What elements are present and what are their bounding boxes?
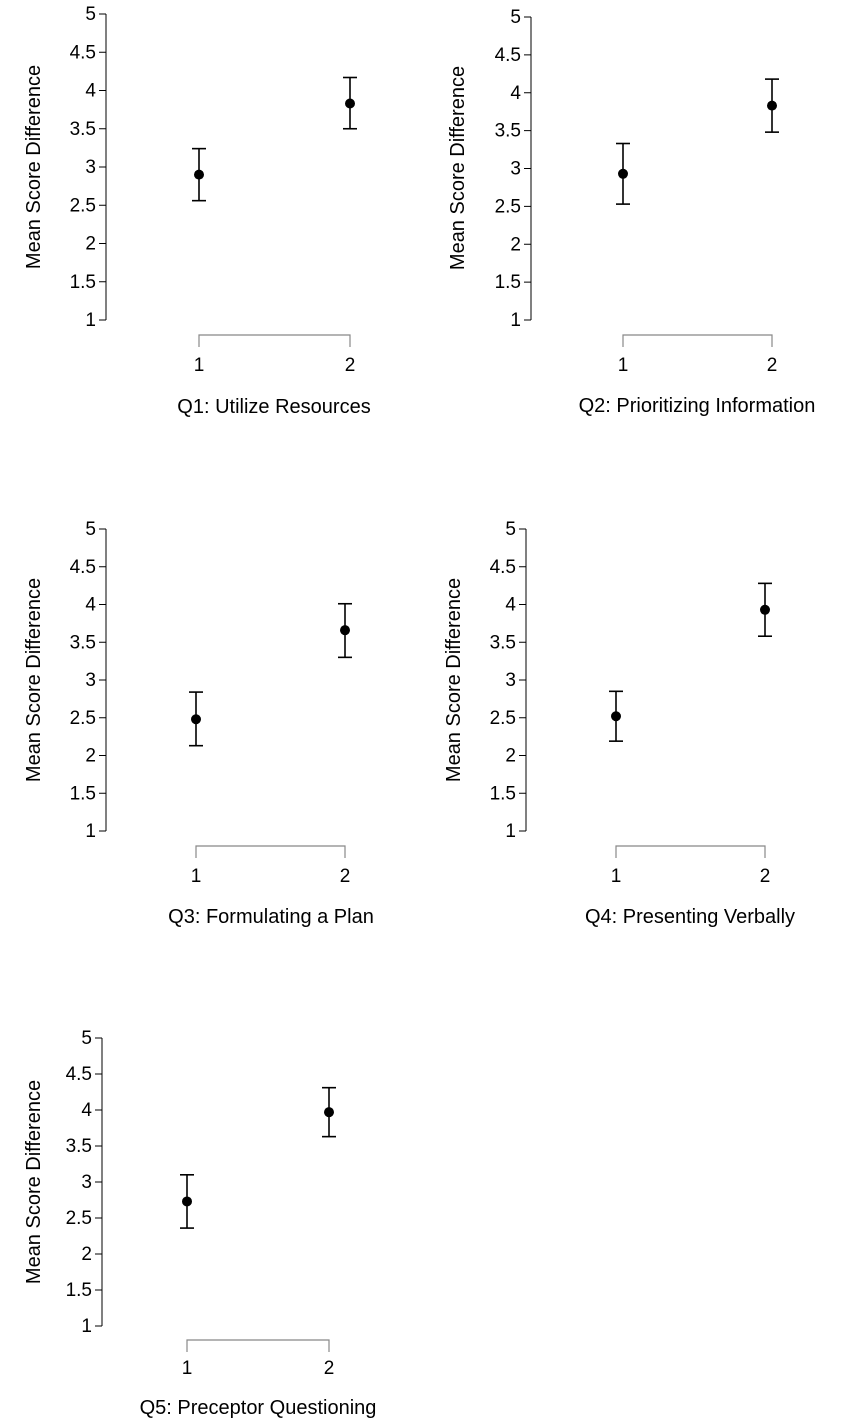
y-tick-label: 2.5 bbox=[495, 196, 521, 217]
y-tick-label: 4.5 bbox=[70, 557, 96, 578]
y-tick-label: 1 bbox=[81, 1316, 92, 1337]
data-point bbox=[340, 625, 350, 636]
y-tick-label: 1 bbox=[505, 821, 516, 842]
data-point bbox=[767, 100, 777, 111]
data-point bbox=[345, 98, 355, 109]
y-tick-label: 2 bbox=[85, 234, 96, 255]
data-point bbox=[182, 1196, 192, 1207]
y-tick-label: 1.5 bbox=[66, 1280, 92, 1301]
y-tick-label: 2.5 bbox=[490, 708, 516, 729]
y-tick-label: 2.5 bbox=[66, 1208, 92, 1229]
y-tick-label: 4.5 bbox=[70, 42, 96, 63]
chart-panel-1: 1 1.5 2 2.5 3 3.5 4 4.5 5 Mean Score Difference 1 2… bbox=[23, 4, 371, 418]
data-point bbox=[191, 714, 201, 725]
y-tick-label: 4 bbox=[510, 83, 521, 104]
x-axis-bracket bbox=[622, 334, 773, 347]
y-axis-title: Mean Score Difference bbox=[23, 65, 45, 269]
y-tick-label: 3.5 bbox=[495, 121, 521, 142]
y-tick-label: 4.5 bbox=[495, 45, 521, 66]
chart-panel-4: 1 1.5 2 2.5 3 3.5 4 4.5 5 Mean Score Difference 1 2… bbox=[443, 519, 795, 928]
data-point bbox=[618, 168, 628, 179]
data-point bbox=[324, 1107, 334, 1118]
y-tick-label: 2 bbox=[81, 1244, 92, 1265]
y-tick-label: 1 bbox=[510, 310, 521, 331]
y-axis-title: Mean Score Difference bbox=[23, 1080, 45, 1284]
x-tick-label: 2 bbox=[767, 355, 778, 376]
y-tick-label: 1 bbox=[85, 821, 96, 842]
chart-panel-5: 1 1.5 2 2.5 3 3.5 4 4.5 5 Mean Score Difference 1 2… bbox=[23, 1028, 376, 1419]
data-point bbox=[760, 604, 770, 615]
y-axis-title: Mean Score Difference bbox=[447, 66, 469, 270]
y-tick-label: 5 bbox=[510, 7, 521, 28]
data-point bbox=[194, 169, 204, 180]
x-axis-title: Q4: Presenting Verbally bbox=[585, 906, 795, 928]
y-tick-label: 4 bbox=[85, 81, 96, 102]
y-tick-label: 3 bbox=[85, 157, 96, 178]
y-tick-label: 1 bbox=[85, 310, 96, 331]
y-tick-label: 5 bbox=[81, 1028, 92, 1049]
y-tick-label: 4 bbox=[81, 1100, 92, 1121]
x-axis-bracket bbox=[195, 845, 346, 858]
y-tick-label: 4 bbox=[85, 595, 96, 616]
y-tick-label: 3.5 bbox=[70, 119, 96, 140]
data-point bbox=[611, 711, 621, 722]
x-tick-label: 1 bbox=[194, 355, 205, 376]
y-tick-label: 5 bbox=[85, 519, 96, 540]
y-axis-title: Mean Score Difference bbox=[23, 578, 45, 782]
y-tick-label: 5 bbox=[505, 519, 516, 540]
x-tick-label: 1 bbox=[618, 355, 629, 376]
y-tick-label: 3.5 bbox=[490, 632, 516, 653]
x-axis-bracket bbox=[198, 334, 351, 347]
y-tick-label: 3 bbox=[85, 670, 96, 691]
y-tick-label: 3 bbox=[505, 670, 516, 691]
x-axis-bracket bbox=[186, 1339, 330, 1352]
x-axis-title: Q5: Preceptor Questioning bbox=[140, 1397, 377, 1419]
y-axis-title: Mean Score Difference bbox=[443, 578, 465, 782]
y-tick-label: 2.5 bbox=[70, 708, 96, 729]
y-tick-label: 4 bbox=[505, 595, 516, 616]
y-tick-label: 4.5 bbox=[490, 557, 516, 578]
y-tick-label: 5 bbox=[85, 4, 96, 25]
y-tick-label: 3 bbox=[510, 159, 521, 180]
x-tick-label: 1 bbox=[611, 866, 622, 887]
chart-panel-3: 1 1.5 2 2.5 3 3.5 4 4.5 5 Mean Score Difference 1 2… bbox=[23, 519, 374, 928]
x-axis-bracket bbox=[615, 845, 766, 858]
y-tick-label: 4.5 bbox=[66, 1064, 92, 1085]
y-tick-label: 2 bbox=[85, 746, 96, 767]
x-tick-label: 1 bbox=[191, 866, 202, 887]
y-tick-label: 2.5 bbox=[70, 195, 96, 216]
y-tick-label: 1.5 bbox=[70, 783, 96, 804]
x-tick-label: 2 bbox=[760, 866, 771, 887]
y-tick-label: 1.5 bbox=[70, 272, 96, 293]
y-tick-label: 1.5 bbox=[495, 272, 521, 293]
y-tick-label: 2 bbox=[510, 234, 521, 255]
x-axis-title: Q1: Utilize Resources bbox=[177, 396, 370, 418]
y-tick-label: 3.5 bbox=[70, 632, 96, 653]
x-tick-label: 2 bbox=[345, 355, 356, 376]
y-tick-label: 3.5 bbox=[66, 1136, 92, 1157]
y-tick-label: 3 bbox=[81, 1172, 92, 1193]
x-axis-title: Q3: Formulating a Plan bbox=[168, 906, 374, 928]
y-tick-label: 2 bbox=[505, 746, 516, 767]
x-tick-label: 2 bbox=[324, 1358, 335, 1379]
x-tick-label: 1 bbox=[182, 1358, 193, 1379]
chart-panel-2: 1 1.5 2 2.5 3 3.5 4 4.5 5 Mean Score Difference 1 2… bbox=[447, 7, 815, 417]
x-axis-title: Q2: Prioritizing Information bbox=[579, 395, 816, 417]
x-tick-label: 2 bbox=[340, 866, 351, 887]
y-tick-label: 1.5 bbox=[490, 783, 516, 804]
